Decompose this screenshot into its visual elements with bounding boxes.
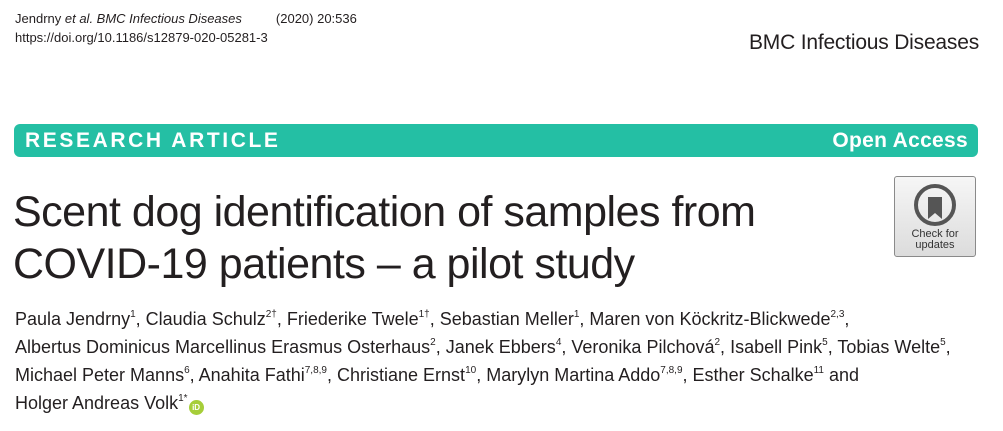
author-name[interactable]: Friederike Twele [286,309,419,329]
author-line: Holger Andreas Volk1*iD [15,391,990,419]
journal-name: BMC Infectious Diseases [749,31,979,54]
affiliation-sup: 7,8,9 [660,365,683,376]
author-name[interactable]: Sebastian Meller [439,309,574,329]
author-name[interactable]: Michael Peter Manns [15,365,185,385]
author-name[interactable]: Tobias Welte [837,337,941,357]
author-name[interactable]: Veronika Pilchová [571,337,715,357]
author-name[interactable]: Esther Schalke [692,365,814,385]
citation-line: Jendrny et al. BMC Infectious Diseases (2… [15,9,357,28]
affiliation-sup: 2 [714,337,721,348]
affiliation-sup: 2† [265,309,277,320]
citation-year: (2020) 20:536 [275,11,357,26]
affiliation-sup: 5 [822,337,828,348]
title-line: COVID-19 patients – a pilot study [13,240,635,288]
author-name[interactable]: Holger Andreas Volk [15,393,179,413]
author-name[interactable]: Marylyn Martina Addo [486,365,661,385]
author-name[interactable]: Paula Jendrny [15,309,131,329]
author-name[interactable]: Christiane Ernst [337,365,466,385]
citation-journal: et al. BMC Infectious Diseases [64,11,242,26]
affiliation-sup: 11 [813,365,824,376]
affiliation-sup: 7,8,9 [304,365,327,376]
affiliation-sup: 2,3 [830,309,845,320]
affiliation-sup: 5 [940,337,946,348]
crossmark-icon [914,184,956,226]
author-line: Paula Jendrny1, Claudia Schulz2†, Friede… [15,309,850,329]
doi-link[interactable]: https://doi.org/10.1186/s12879-020-05281… [15,30,268,45]
article-banner: RESEARCH ARTICLE Open Access [14,124,978,157]
citation-block: Jendrny et al. BMC Infectious Diseases (2… [15,9,357,47]
author-name[interactable]: Albertus Dominicus Marcellinus Erasmus O… [15,337,431,357]
title-line: Scent dog identification of samples from [13,188,756,236]
author-name[interactable]: Isabell Pink [730,337,823,357]
author-name[interactable]: Janek Ebbers [445,337,556,357]
article-type: RESEARCH ARTICLE [25,128,281,152]
author-line: Albertus Dominicus Marcellinus Erasmus O… [15,337,951,357]
article-title: Scent dog identification of samples from… [13,186,863,290]
affiliation-sup: 1 [573,309,580,320]
affiliation-sup: 6 [184,365,190,376]
orcid-icon[interactable]: iD [188,400,204,415]
author-line: Michael Peter Manns6, Anahita Fathi7,8,9… [15,365,860,385]
citation-author: Jendrny [15,11,65,26]
author-name[interactable]: Anahita Fathi [198,365,305,385]
check-for-updates-label: Check for updates [911,228,959,251]
affiliation-sup: 1 [130,309,136,320]
affiliation-sup: 4 [555,337,562,348]
affiliation-sup: 10 [465,365,477,376]
affiliation-sup: 1* [178,393,188,404]
affiliation-sup: 1† [418,309,430,320]
open-access-label: Open Access [832,128,968,152]
author-list: Paula Jendrny1, Claudia Schulz2†, Friede… [15,307,990,419]
author-name[interactable]: Claudia Schulz [145,309,266,329]
check-for-updates-button[interactable]: Check for updates [894,176,976,257]
author-name[interactable]: Maren von Köckritz-Blickwede [589,309,831,329]
affiliation-sup: 2 [430,337,436,348]
